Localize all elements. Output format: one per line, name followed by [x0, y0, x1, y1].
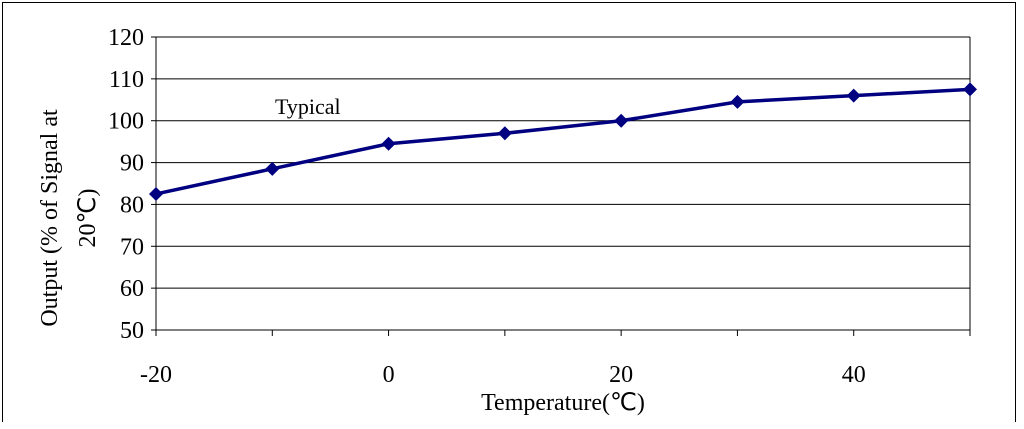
x-tick-label: 40 — [842, 362, 866, 388]
y-axis-title-line1: Output (% of Signal at — [37, 109, 63, 327]
data-point-marker — [497, 126, 512, 141]
data-point-marker — [149, 186, 163, 201]
x-tick-label: 0 — [383, 362, 395, 388]
y-tick-label: 50 — [120, 318, 144, 344]
y-tick-labels: 50 60 70 80 90 100 110 120 — [108, 25, 144, 344]
axes — [151, 36, 971, 336]
y-tick-label: 90 — [120, 151, 144, 177]
grid-lines — [156, 36, 970, 289]
x-axis-title: Temperature(℃) — [481, 390, 645, 416]
data-point-marker — [614, 113, 629, 128]
y-tick-label: 60 — [120, 276, 144, 302]
data-point-marker — [381, 136, 396, 151]
y-tick-label: 110 — [109, 67, 144, 93]
y-tick-label: 120 — [108, 25, 144, 51]
chart-frame — [2, 2, 1016, 422]
data-point-marker — [730, 94, 745, 109]
typical-annotation: Typical — [275, 94, 341, 119]
data-point-marker — [846, 88, 861, 103]
x-tick-label: -20 — [140, 362, 172, 388]
data-point-marker — [265, 161, 280, 176]
data-point-marker — [963, 82, 977, 97]
x-tick-label: 20 — [609, 362, 633, 388]
series-polyline — [155, 87, 971, 196]
series-markers — [149, 82, 977, 201]
y-axis-title-line2: 20℃) — [75, 189, 101, 248]
y-tick-label: 80 — [120, 192, 144, 218]
y-tick-label: 70 — [120, 234, 144, 260]
x-tick-labels: -20 0 20 40 — [140, 362, 866, 388]
series-line — [155, 87, 971, 196]
y-tick-label: 100 — [108, 109, 144, 135]
